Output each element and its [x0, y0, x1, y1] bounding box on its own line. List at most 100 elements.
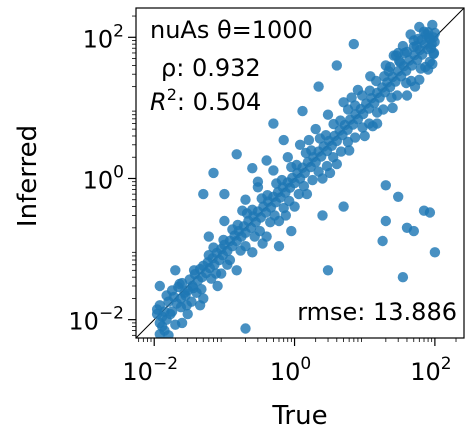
data-point — [380, 215, 391, 227]
data-point — [324, 167, 336, 179]
data-point — [231, 265, 242, 276]
data-point — [342, 136, 354, 148]
x-tick-label: 102 — [410, 354, 451, 386]
data-point — [208, 167, 219, 179]
data-point — [212, 280, 223, 292]
data-point — [257, 238, 268, 249]
data-point — [344, 145, 355, 156]
data-point — [198, 188, 209, 200]
data-point — [240, 241, 251, 252]
data-point — [401, 77, 412, 89]
data-point — [405, 29, 416, 40]
data-point — [313, 166, 324, 177]
data-point — [231, 149, 242, 160]
data-point — [393, 191, 404, 202]
plot-area — [135, 7, 465, 339]
data-point — [408, 225, 419, 237]
data-point — [170, 265, 181, 276]
x-axis-label: True — [271, 401, 327, 431]
data-point — [278, 134, 289, 146]
data-point — [428, 48, 439, 60]
data-point — [346, 92, 357, 103]
data-point — [194, 300, 206, 311]
y-tick-label: 10−2 — [68, 304, 124, 336]
data-point — [294, 139, 306, 150]
data-point — [380, 180, 391, 191]
data-point — [240, 194, 251, 205]
data-point — [174, 278, 185, 290]
data-point — [154, 329, 165, 338]
data-point — [429, 247, 441, 258]
data-point — [232, 219, 243, 231]
data-point — [310, 123, 321, 135]
data-point — [282, 152, 293, 163]
data-point — [210, 268, 222, 279]
data-point — [357, 122, 368, 133]
y-tick-label: 102 — [83, 21, 124, 53]
data-point — [394, 55, 405, 67]
data-point — [359, 130, 370, 142]
data-point — [371, 75, 382, 87]
data-point — [322, 109, 334, 120]
data-point — [322, 265, 334, 276]
r2-value: : 0.504 — [177, 88, 261, 116]
data-point — [161, 290, 172, 301]
data-point — [364, 85, 375, 96]
data-point — [286, 225, 297, 237]
data-point — [181, 300, 192, 311]
data-point — [219, 215, 230, 227]
data-point — [208, 242, 219, 253]
data-point — [387, 102, 398, 114]
data-point — [317, 210, 328, 221]
data-point — [298, 180, 310, 192]
data-point — [151, 308, 163, 320]
data-point — [297, 105, 308, 117]
data-point — [307, 174, 318, 186]
data-point — [313, 81, 324, 92]
data-point — [379, 71, 390, 82]
data-point — [335, 115, 346, 126]
data-point — [240, 323, 251, 334]
data-point — [357, 90, 368, 101]
data-point — [371, 107, 383, 118]
data-point — [408, 41, 419, 53]
data-point — [291, 159, 302, 171]
data-point — [218, 234, 229, 246]
data-point — [349, 100, 361, 111]
data-point — [203, 231, 214, 242]
data-point — [280, 210, 291, 221]
data-point — [219, 188, 230, 200]
data-point — [269, 210, 280, 221]
data-point — [377, 235, 388, 247]
data-point — [424, 207, 436, 218]
data-point — [247, 247, 258, 258]
data-point — [401, 90, 413, 101]
data-point — [268, 165, 279, 176]
data-point — [273, 241, 285, 252]
data-point — [386, 92, 397, 103]
data-point — [237, 205, 248, 216]
data-point — [328, 152, 339, 163]
data-point — [409, 81, 421, 92]
data-point — [196, 284, 207, 295]
data-point — [301, 188, 313, 200]
y-tick-label: 100 — [83, 162, 124, 194]
data-point — [176, 317, 188, 329]
data-point — [252, 182, 264, 193]
x-tick-label: 10−2 — [122, 354, 178, 386]
data-point — [338, 201, 349, 212]
data-point — [188, 265, 200, 276]
data-point — [331, 60, 342, 71]
r2-variable: R — [150, 88, 167, 116]
rmse-annotation: rmse: 13.886 — [297, 298, 457, 326]
data-point — [284, 195, 295, 207]
data-point — [247, 163, 258, 174]
data-point — [306, 145, 317, 156]
x-axis-ticks: 10−2 100 102 — [122, 338, 457, 386]
data-point — [415, 63, 426, 74]
data-point — [320, 130, 332, 141]
data-point — [348, 38, 359, 50]
data-point — [224, 254, 236, 266]
data-point — [182, 308, 193, 320]
